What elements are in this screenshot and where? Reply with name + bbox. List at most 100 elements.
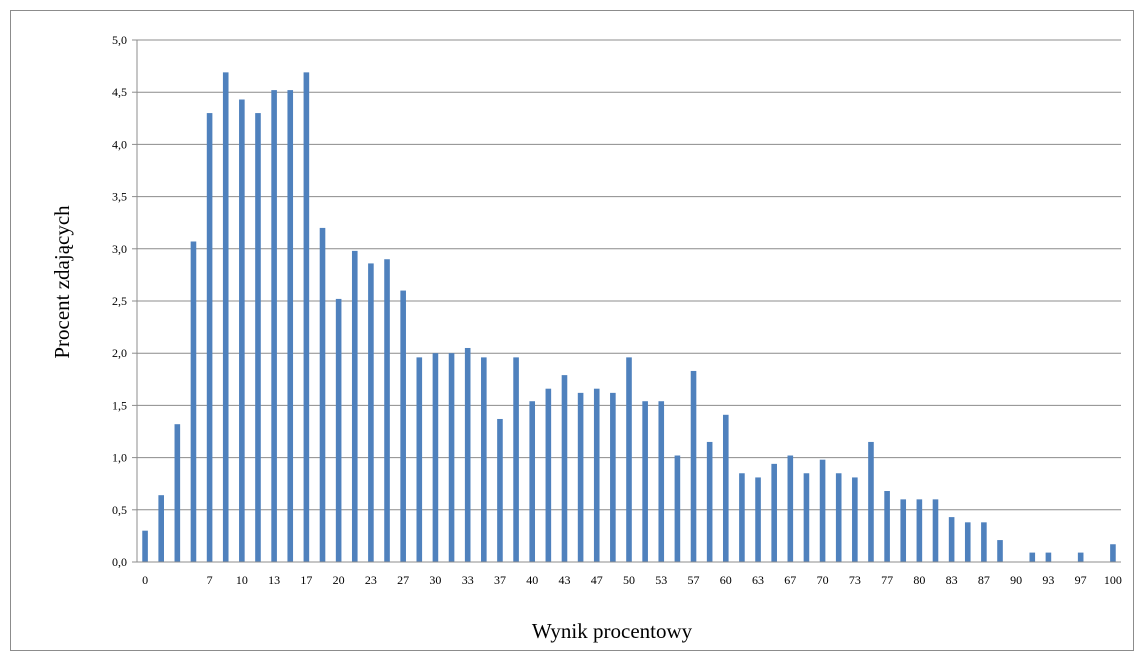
y-tick-label: 1,0 bbox=[112, 451, 127, 465]
x-tick-label: 23 bbox=[365, 573, 377, 587]
x-tick-label: 30 bbox=[429, 573, 441, 587]
bar bbox=[1077, 552, 1084, 562]
x-tick-label: 33 bbox=[462, 573, 474, 587]
bar bbox=[852, 477, 858, 562]
bar bbox=[158, 495, 164, 562]
bar bbox=[932, 499, 939, 562]
x-tick-label: 0 bbox=[142, 573, 148, 587]
x-tick-label: 57 bbox=[688, 573, 700, 587]
bar bbox=[610, 392, 616, 562]
bar bbox=[868, 441, 874, 562]
bar bbox=[884, 491, 890, 562]
bar bbox=[803, 473, 810, 562]
bar bbox=[900, 499, 907, 562]
x-tick-label: 63 bbox=[752, 573, 764, 587]
y-tick-label: 5,0 bbox=[112, 33, 127, 47]
bar bbox=[916, 499, 923, 562]
bar bbox=[658, 401, 665, 562]
bar bbox=[706, 441, 713, 562]
x-tick-label: 10 bbox=[236, 573, 248, 587]
bar bbox=[819, 459, 826, 562]
bar bbox=[239, 99, 245, 563]
x-tick-label: 20 bbox=[333, 573, 345, 587]
bar bbox=[981, 522, 987, 562]
bar bbox=[448, 353, 455, 562]
bar bbox=[997, 540, 1003, 562]
x-tick-label: 77 bbox=[881, 573, 893, 587]
x-tick-label: 100 bbox=[1104, 573, 1122, 587]
bar bbox=[432, 353, 439, 562]
bar bbox=[739, 473, 745, 562]
x-tick-label: 53 bbox=[655, 573, 667, 587]
y-tick-label: 0,5 bbox=[112, 503, 127, 517]
bar bbox=[787, 455, 794, 562]
x-tick-label: 40 bbox=[526, 573, 538, 587]
y-tick-label: 4,0 bbox=[112, 137, 127, 151]
y-tick-label: 3,0 bbox=[112, 242, 127, 256]
bar bbox=[481, 357, 487, 562]
x-axis-title: Wynik procentowy bbox=[532, 619, 693, 643]
bar bbox=[222, 72, 229, 562]
x-tick-labels: 0 7 10 13 17 20 23 27 30 33 37 40 43 47 50 53 57 60 63 67 70… bbox=[142, 573, 1122, 587]
y-tick-label: 2,5 bbox=[112, 294, 127, 308]
bar bbox=[722, 414, 729, 562]
bar bbox=[303, 72, 310, 562]
bar bbox=[545, 388, 552, 562]
bar bbox=[561, 375, 568, 562]
x-tick-label: 50 bbox=[623, 573, 635, 587]
bar bbox=[964, 522, 971, 562]
x-tick-label: 97 bbox=[1075, 573, 1087, 587]
bar bbox=[771, 463, 777, 562]
bar bbox=[835, 473, 842, 562]
y-tick-label: 1,5 bbox=[112, 398, 127, 412]
x-tick-label: 17 bbox=[300, 573, 312, 587]
bar bbox=[368, 263, 374, 562]
x-tick-label: 47 bbox=[591, 573, 603, 587]
bar bbox=[948, 517, 955, 562]
bar bbox=[674, 455, 681, 562]
axes bbox=[132, 39, 1121, 563]
bar bbox=[1045, 552, 1052, 562]
y-tick-label: 2,0 bbox=[112, 346, 127, 360]
x-tick-label: 67 bbox=[784, 573, 796, 587]
y-tick-labels: 0,0 0,5 1,0 1,5 2,0 2,5 3,0 3,5 4,0 4,5 5,0 bbox=[112, 33, 127, 569]
y-axis-title: Procent zdających bbox=[50, 205, 74, 359]
bar bbox=[1110, 544, 1116, 562]
bar bbox=[464, 347, 471, 562]
bar bbox=[174, 424, 181, 562]
bar bbox=[593, 388, 600, 562]
bar bbox=[690, 370, 697, 562]
y-tick-label: 0,0 bbox=[112, 555, 127, 569]
gridlines bbox=[137, 39, 1121, 511]
x-tick-label: 7 bbox=[207, 573, 213, 587]
bars bbox=[142, 72, 1116, 563]
bar bbox=[287, 90, 294, 562]
bar bbox=[513, 357, 519, 562]
bar bbox=[271, 90, 277, 562]
bar bbox=[255, 113, 261, 562]
bar bbox=[206, 113, 213, 562]
x-tick-label: 73 bbox=[849, 573, 861, 587]
x-tick-label: 13 bbox=[268, 573, 280, 587]
chart-frame bbox=[10, 10, 1134, 651]
x-tick-label: 43 bbox=[558, 573, 570, 587]
bar bbox=[335, 298, 342, 562]
bar bbox=[319, 227, 326, 563]
x-tick-label: 60 bbox=[720, 573, 732, 587]
x-tick-label: 70 bbox=[817, 573, 829, 587]
bar bbox=[190, 241, 197, 562]
bar bbox=[755, 477, 761, 562]
x-tick-label: 87 bbox=[978, 573, 990, 587]
bar bbox=[142, 530, 148, 562]
x-tick-label: 90 bbox=[1010, 573, 1022, 587]
bar bbox=[529, 401, 536, 562]
x-tick-label: 80 bbox=[913, 573, 925, 587]
y-tick-label: 4,5 bbox=[112, 85, 127, 99]
x-tick-label: 83 bbox=[946, 573, 958, 587]
bar bbox=[626, 357, 632, 562]
y-tick-label: 3,5 bbox=[112, 190, 127, 204]
bar bbox=[351, 250, 358, 562]
x-tick-label: 27 bbox=[397, 573, 409, 587]
bar bbox=[416, 357, 423, 562]
